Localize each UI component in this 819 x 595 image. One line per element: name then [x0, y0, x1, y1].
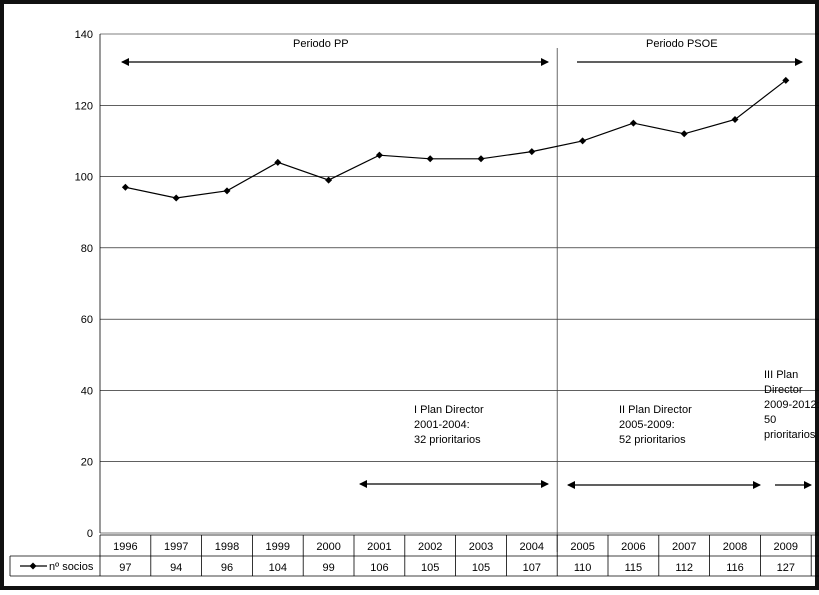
data-label: 116 — [726, 562, 744, 574]
plan3-label: 50 — [764, 414, 776, 426]
plan3-label: III Plan — [764, 369, 798, 381]
data-label: 112 — [675, 562, 693, 574]
data-label: 96 — [221, 562, 233, 574]
data-point — [121, 183, 129, 191]
data-point — [375, 151, 383, 159]
x-tick-label: 1996 — [113, 541, 137, 553]
x-tick-label: 2008 — [723, 541, 747, 553]
data-label: 110 — [574, 562, 592, 574]
y-tick-label: 40 — [81, 385, 93, 397]
plan2-label: 52 prioritarios — [619, 434, 686, 446]
data-point — [680, 130, 688, 138]
plan2-label: 2005-2009: — [619, 419, 675, 431]
x-tick-label: 2009 — [774, 541, 798, 553]
data-point — [629, 119, 637, 127]
series-line — [125, 79, 787, 199]
y-tick-label: 20 — [81, 457, 93, 469]
data-point — [731, 116, 739, 124]
data-label: 99 — [322, 562, 334, 574]
data-point — [325, 176, 333, 184]
plan1-label: 2001-2004: — [414, 419, 470, 431]
data-point — [477, 155, 485, 163]
data-point — [579, 137, 587, 145]
gridlines — [100, 33, 819, 534]
data-label: 105 — [472, 562, 490, 574]
y-tick-label: 120 — [75, 100, 93, 112]
periodo-pp-label: Periodo PP — [293, 38, 349, 50]
data-label: 107 — [523, 562, 541, 574]
x-tick-label: 1998 — [215, 541, 239, 553]
plan3-label: 2009-2012: — [764, 399, 819, 411]
data-point — [782, 76, 790, 84]
series — [121, 76, 790, 202]
data-label: 105 — [421, 562, 439, 574]
data-label: 94 — [170, 562, 182, 574]
plan1-label: I Plan Director — [414, 404, 484, 416]
data-point — [172, 194, 180, 202]
x-tick-label: 2000 — [316, 541, 340, 553]
y-tick-label: 100 — [75, 172, 93, 184]
plan1-label: 32 prioritarios — [414, 434, 481, 446]
data-point — [426, 155, 434, 163]
periodo-psoe-label: Periodo PSOE — [646, 38, 718, 50]
x-tick-label: 2007 — [672, 541, 696, 553]
legend-label: nº socios — [49, 561, 94, 573]
y-tick-label: 0 — [87, 528, 93, 540]
data-table: 1996 1997 1998 1999 2000 2001 2002 2003 2004 2005… — [9, 534, 819, 577]
data-point — [528, 148, 536, 156]
data-label: 115 — [625, 562, 643, 574]
plan2-label: II Plan Director — [619, 404, 692, 416]
y-axis: 0 20 40 60 80 100 120 140 — [75, 29, 101, 540]
x-tick-label: 2005 — [570, 541, 594, 553]
x-tick-label: 1999 — [266, 541, 290, 553]
annotations: Periodo PP Periodo PSOE I Plan Director 200… — [121, 38, 819, 552]
x-tick-label: 2004 — [520, 541, 544, 553]
x-tick-label: 2006 — [621, 541, 645, 553]
y-tick-label: 60 — [81, 314, 93, 326]
data-label: 104 — [269, 562, 287, 574]
data-label: 97 — [119, 562, 131, 574]
x-tick-label: 2002 — [418, 541, 442, 553]
plan3-label: Director — [764, 384, 803, 396]
y-tick-label: 140 — [75, 29, 93, 41]
legend-marker — [29, 562, 37, 570]
data-point — [274, 158, 282, 166]
data-point — [223, 187, 231, 195]
y-tick-label: 80 — [81, 243, 93, 255]
data-label: 106 — [370, 562, 388, 574]
x-tick-label: 2001 — [367, 541, 391, 553]
data-label: 127 — [777, 562, 795, 574]
x-tick-label: 1997 — [164, 541, 188, 553]
plan3-label: prioritarios — [764, 429, 816, 441]
x-tick-label: 2003 — [469, 541, 493, 553]
